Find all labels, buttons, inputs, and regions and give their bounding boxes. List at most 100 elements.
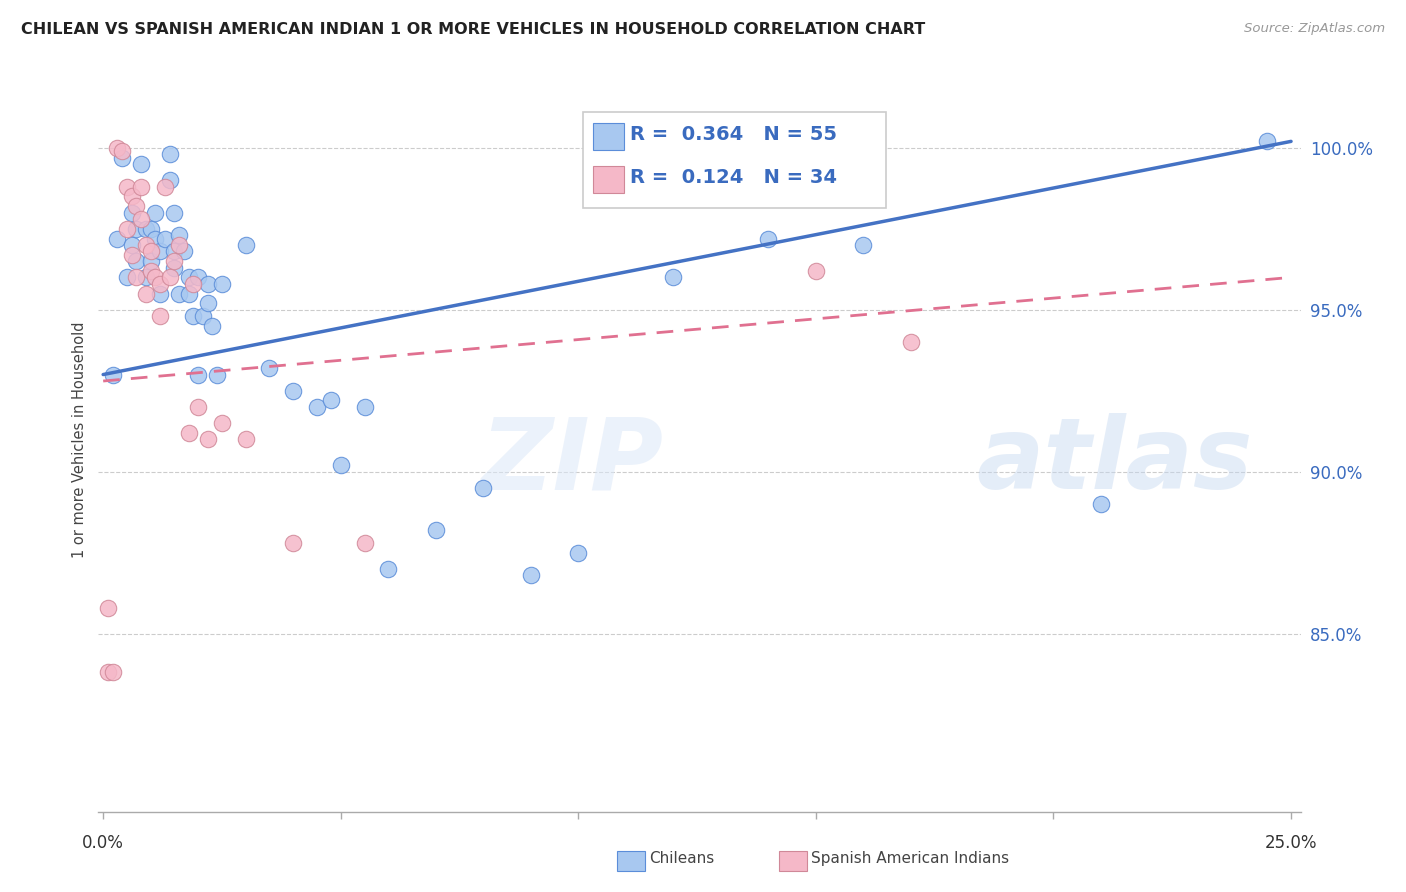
Point bbox=[139, 222, 162, 236]
Text: atlas: atlas bbox=[976, 413, 1253, 510]
Point bbox=[149, 244, 172, 259]
Point bbox=[197, 432, 219, 446]
Point bbox=[149, 277, 172, 291]
Text: R =  0.124   N = 34: R = 0.124 N = 34 bbox=[630, 168, 837, 187]
Point bbox=[135, 270, 157, 285]
Point bbox=[149, 310, 172, 324]
Point bbox=[111, 151, 134, 165]
Point bbox=[900, 335, 922, 350]
Point bbox=[121, 238, 143, 252]
Point bbox=[167, 238, 190, 252]
Point bbox=[97, 665, 120, 680]
Point bbox=[129, 157, 152, 171]
Point bbox=[159, 270, 181, 285]
Point bbox=[135, 238, 157, 252]
Point bbox=[235, 432, 257, 446]
Point bbox=[235, 238, 257, 252]
Point bbox=[149, 286, 172, 301]
Point bbox=[135, 286, 157, 301]
Point bbox=[353, 400, 375, 414]
Point bbox=[163, 244, 186, 259]
Point bbox=[177, 286, 200, 301]
Point bbox=[828, 179, 851, 194]
Point bbox=[353, 536, 375, 550]
Point bbox=[139, 264, 162, 278]
Text: CHILEAN VS SPANISH AMERICAN INDIAN 1 OR MORE VEHICLES IN HOUSEHOLD CORRELATION C: CHILEAN VS SPANISH AMERICAN INDIAN 1 OR … bbox=[21, 22, 925, 37]
Point bbox=[139, 244, 162, 259]
Point bbox=[187, 270, 209, 285]
Point bbox=[187, 368, 209, 382]
Point bbox=[159, 173, 181, 187]
Point bbox=[163, 205, 186, 219]
Point bbox=[173, 244, 195, 259]
Point bbox=[1090, 497, 1112, 511]
Point bbox=[205, 368, 228, 382]
Point bbox=[145, 231, 167, 245]
Point bbox=[305, 400, 328, 414]
Point bbox=[129, 212, 152, 227]
Point bbox=[153, 179, 176, 194]
Text: Chileans: Chileans bbox=[650, 851, 714, 865]
Point bbox=[1256, 134, 1278, 148]
Point bbox=[125, 254, 148, 268]
Point bbox=[377, 562, 399, 576]
Point bbox=[115, 270, 138, 285]
Point bbox=[163, 254, 186, 268]
Point bbox=[211, 416, 233, 430]
Point bbox=[758, 231, 780, 245]
Point bbox=[111, 144, 134, 158]
Point bbox=[121, 205, 143, 219]
Point bbox=[121, 189, 143, 203]
Point bbox=[135, 222, 157, 236]
Point bbox=[197, 277, 219, 291]
Point bbox=[97, 600, 120, 615]
Text: 0.0%: 0.0% bbox=[82, 834, 124, 853]
Point bbox=[520, 568, 543, 582]
Point bbox=[139, 254, 162, 268]
Y-axis label: 1 or more Vehicles in Household: 1 or more Vehicles in Household bbox=[72, 321, 87, 558]
Point bbox=[145, 205, 167, 219]
Point bbox=[201, 318, 224, 333]
Point bbox=[472, 481, 495, 495]
Point bbox=[197, 296, 219, 310]
Point bbox=[187, 400, 209, 414]
Point bbox=[183, 310, 205, 324]
Text: ZIP: ZIP bbox=[481, 413, 664, 510]
Point bbox=[101, 368, 124, 382]
Point bbox=[163, 260, 186, 275]
Point bbox=[125, 270, 148, 285]
Point bbox=[321, 393, 343, 408]
Point bbox=[425, 523, 447, 537]
Point bbox=[211, 277, 233, 291]
Point bbox=[167, 228, 190, 243]
Point bbox=[159, 147, 181, 161]
Point bbox=[852, 238, 875, 252]
Point bbox=[329, 458, 352, 473]
Text: 25.0%: 25.0% bbox=[1265, 834, 1317, 853]
Text: Spanish American Indians: Spanish American Indians bbox=[811, 851, 1010, 865]
Point bbox=[177, 270, 200, 285]
Point bbox=[115, 222, 138, 236]
Point bbox=[101, 665, 124, 680]
Point bbox=[145, 270, 167, 285]
Point bbox=[191, 310, 214, 324]
Point bbox=[283, 384, 305, 398]
Point bbox=[259, 361, 281, 376]
Point bbox=[167, 286, 190, 301]
Point bbox=[183, 277, 205, 291]
Point bbox=[107, 231, 129, 245]
Point bbox=[662, 270, 685, 285]
Point bbox=[125, 222, 148, 236]
Point bbox=[125, 199, 148, 213]
Text: R =  0.364   N = 55: R = 0.364 N = 55 bbox=[630, 125, 837, 145]
Point bbox=[177, 425, 200, 440]
Point bbox=[567, 546, 589, 560]
Point bbox=[129, 179, 152, 194]
Point bbox=[804, 264, 827, 278]
Point bbox=[283, 536, 305, 550]
Point bbox=[115, 179, 138, 194]
Point bbox=[121, 248, 143, 262]
Text: Source: ZipAtlas.com: Source: ZipAtlas.com bbox=[1244, 22, 1385, 36]
Point bbox=[107, 141, 129, 155]
Point bbox=[153, 231, 176, 245]
